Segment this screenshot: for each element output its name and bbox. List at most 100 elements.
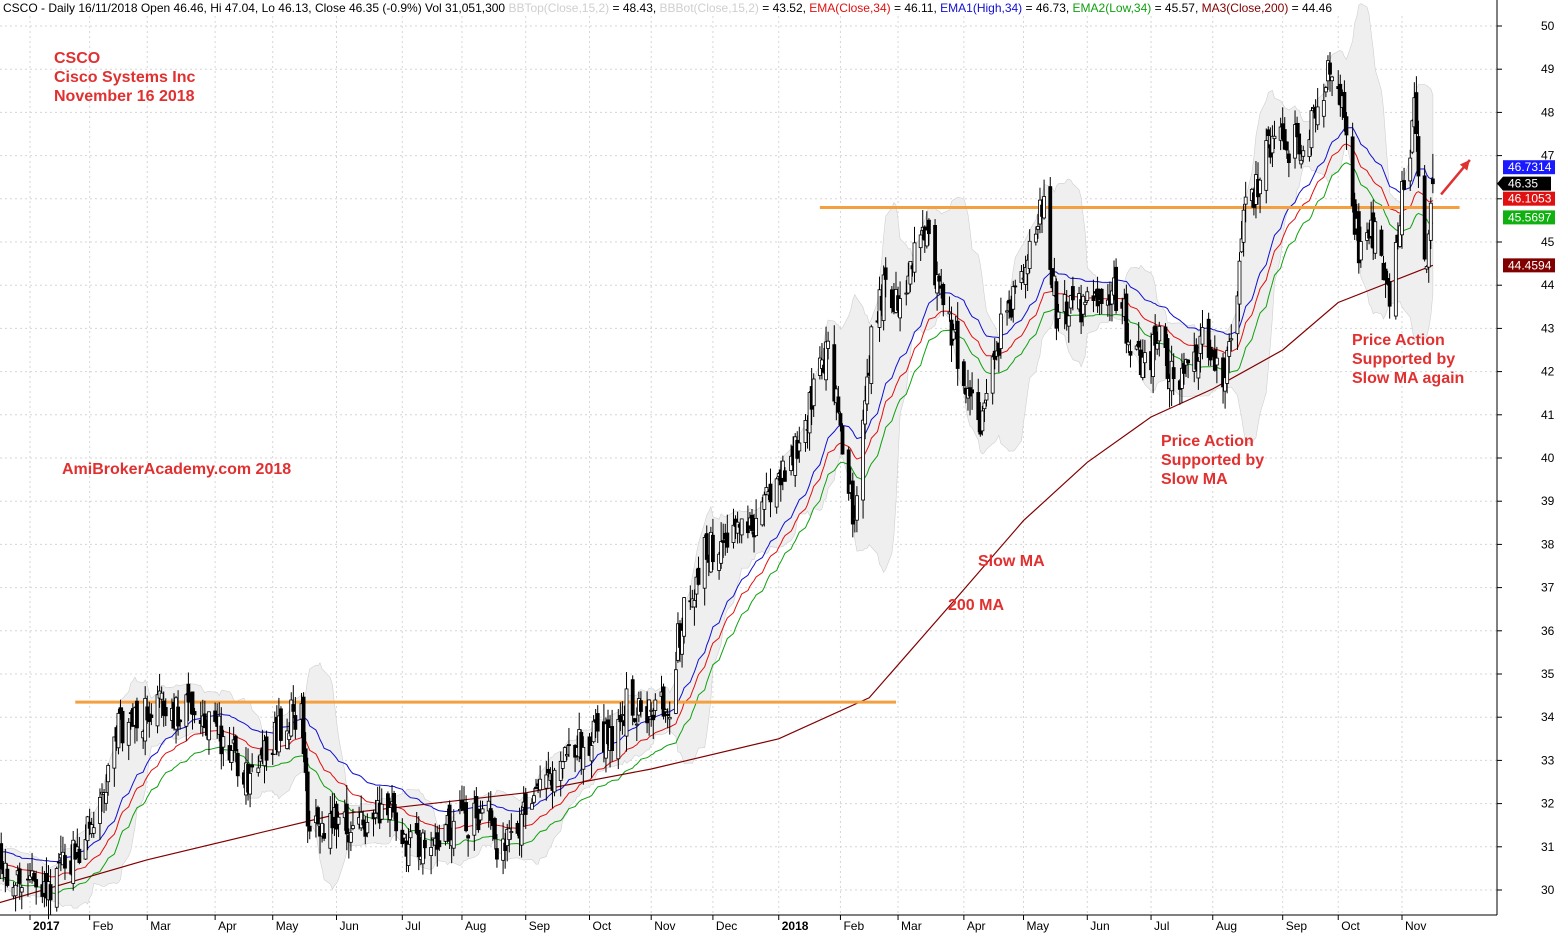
y-tick-label: 45 bbox=[1541, 235, 1555, 249]
candle-body bbox=[1323, 87, 1328, 93]
candle-body bbox=[149, 714, 154, 718]
candle-body bbox=[1042, 196, 1046, 219]
candle-body bbox=[935, 274, 940, 294]
candle-body bbox=[1186, 359, 1190, 364]
candle-body bbox=[998, 313, 1003, 349]
candle-body bbox=[1114, 266, 1118, 311]
candle-body bbox=[1258, 179, 1262, 195]
candle-body bbox=[386, 793, 390, 816]
header-segment: BBBot(Close,15,2) bbox=[660, 1, 759, 15]
x-tick-label: Feb bbox=[93, 919, 114, 933]
y-tick-label: 30 bbox=[1541, 883, 1555, 897]
candle-body bbox=[632, 718, 637, 722]
candle-body bbox=[1068, 295, 1073, 309]
candle-body bbox=[783, 470, 787, 482]
candle-body bbox=[990, 356, 995, 394]
candle-body bbox=[1165, 338, 1170, 379]
candle-body bbox=[661, 686, 666, 717]
candle-body bbox=[595, 713, 600, 732]
candle-body bbox=[1027, 240, 1032, 269]
candle-body bbox=[1315, 106, 1320, 126]
candle-body bbox=[982, 402, 987, 410]
candle-body bbox=[1352, 199, 1357, 235]
header-segment: = 46.11, bbox=[891, 1, 940, 15]
y-tick-label: 41 bbox=[1541, 408, 1555, 422]
candle-body bbox=[680, 630, 684, 655]
candle-body bbox=[1128, 351, 1133, 356]
candle-body bbox=[351, 825, 355, 829]
candle-body bbox=[330, 810, 335, 829]
candle-body bbox=[1301, 150, 1306, 157]
candle-body bbox=[91, 827, 96, 834]
candle-body bbox=[1295, 122, 1299, 138]
candle-body bbox=[1426, 233, 1431, 268]
candle-body bbox=[406, 843, 411, 866]
candle-body bbox=[616, 719, 621, 760]
ma200-line bbox=[0, 264, 1434, 904]
candle-body bbox=[797, 442, 802, 452]
candle-body bbox=[610, 726, 615, 752]
candle-body bbox=[248, 773, 252, 795]
title-symbol: CSCO bbox=[54, 50, 100, 67]
candle-body bbox=[98, 796, 102, 824]
candle-body bbox=[1293, 124, 1297, 159]
candle-body bbox=[118, 707, 123, 714]
candle-body bbox=[711, 534, 715, 563]
candle-body bbox=[544, 774, 549, 789]
y-tick-label: 39 bbox=[1541, 494, 1555, 508]
candle-body bbox=[1048, 186, 1053, 270]
y-tick-label: 48 bbox=[1541, 105, 1555, 119]
candle-body bbox=[305, 771, 310, 827]
candle-body bbox=[365, 822, 370, 834]
candle-body bbox=[361, 819, 366, 826]
candle-body bbox=[552, 769, 557, 793]
candle-body bbox=[869, 326, 874, 384]
candle-body bbox=[414, 823, 419, 834]
candle-body bbox=[702, 537, 707, 589]
candle-body bbox=[429, 847, 434, 856]
y-tick-label: 38 bbox=[1541, 537, 1555, 551]
candle-body bbox=[863, 400, 868, 425]
price-label-text: 44.4594 bbox=[1508, 258, 1552, 272]
candle-body bbox=[725, 532, 730, 548]
candle-body bbox=[1206, 318, 1211, 358]
candle-body bbox=[85, 816, 90, 842]
candle-body bbox=[768, 483, 773, 503]
price-label-box bbox=[1503, 258, 1555, 273]
candle-body bbox=[682, 597, 687, 637]
candle-body bbox=[663, 709, 668, 713]
candle-body bbox=[1033, 233, 1038, 243]
candle-body bbox=[721, 540, 726, 543]
candle-body bbox=[1241, 209, 1246, 243]
header-segment: CSCO - Daily 16/11/2018 Open 46.46, Hi 4… bbox=[3, 1, 508, 15]
candle-body bbox=[379, 803, 384, 820]
candle-body bbox=[1243, 196, 1248, 205]
candle-body bbox=[250, 764, 255, 768]
candle-body bbox=[217, 715, 222, 735]
slow-ma-label: Slow MA bbox=[978, 553, 1045, 570]
candle-body bbox=[235, 752, 240, 777]
candle-body bbox=[1070, 286, 1075, 301]
candle-body bbox=[889, 289, 894, 309]
candle-body bbox=[1198, 335, 1203, 354]
candle-body bbox=[855, 495, 859, 521]
candle-body bbox=[256, 767, 261, 773]
candle-body bbox=[651, 714, 656, 721]
candle-body bbox=[0, 843, 4, 870]
candle-body bbox=[1083, 301, 1088, 306]
candle-body bbox=[1013, 285, 1018, 288]
candle-body bbox=[221, 736, 226, 748]
x-tick-label: Nov bbox=[1405, 919, 1426, 933]
candle-body bbox=[1054, 281, 1059, 329]
ema1-high-line bbox=[0, 127, 1434, 863]
candle-body bbox=[1400, 181, 1404, 236]
candle-body bbox=[423, 839, 427, 849]
candle-body bbox=[402, 833, 407, 839]
candle-body bbox=[996, 342, 1001, 356]
candle-body bbox=[509, 831, 514, 833]
candle-body bbox=[192, 711, 197, 716]
candle-body bbox=[754, 517, 759, 537]
candle-body bbox=[1321, 100, 1326, 117]
candle-body bbox=[735, 521, 740, 534]
candle-body bbox=[589, 745, 594, 762]
